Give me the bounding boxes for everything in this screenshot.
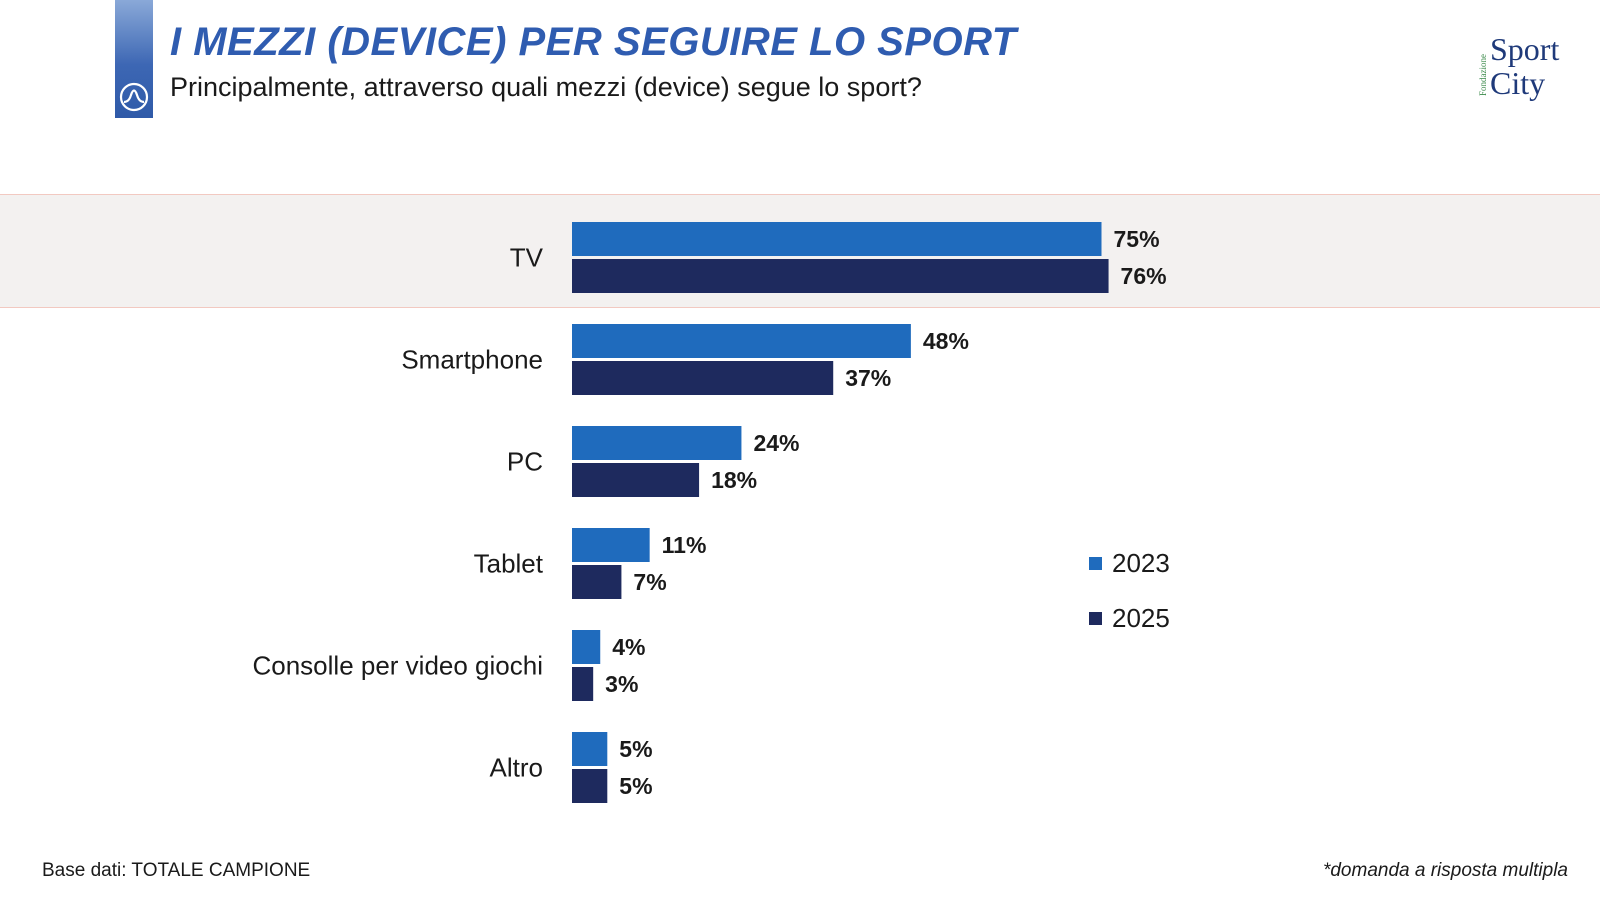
category-label-altro: Altro — [490, 753, 543, 783]
data-label-consolle-per-video-giochi-2025: 3% — [605, 671, 638, 697]
data-label-pc-2025: 18% — [711, 467, 757, 493]
data-label-smartphone-2023: 48% — [923, 328, 969, 354]
bar-tv-2023 — [572, 222, 1102, 256]
category-label-pc: PC — [507, 447, 543, 477]
category-label-consolle-per-video-giochi: Consolle per video giochi — [252, 651, 543, 681]
bar-smartphone-2023 — [572, 324, 911, 358]
page-title: I MEZZI (DEVICE) PER SEGUIRE LO SPORT — [170, 20, 1017, 64]
data-label-altro-2023: 5% — [619, 736, 652, 762]
bar-pc-2023 — [572, 426, 742, 460]
data-label-pc-2023: 24% — [753, 430, 799, 456]
bar-smartphone-2025 — [572, 361, 834, 395]
wave-arch-icon — [118, 80, 150, 114]
brand-name-line1: Sport — [1490, 31, 1560, 67]
bar-tv-2025 — [572, 259, 1109, 293]
footer-base: Base dati: TOTALE CAMPIONE — [42, 860, 311, 881]
page-subtitle: Principalmente, attraverso quali mezzi (… — [170, 72, 922, 102]
legend-item-2023: 2023 — [1089, 548, 1170, 579]
bar-pc-2025 — [572, 463, 700, 497]
category-label-smartphone: Smartphone — [401, 345, 543, 375]
data-label-tablet-2025: 7% — [633, 569, 666, 595]
data-label-tv-2023: 75% — [1114, 226, 1160, 252]
legend-label-2025: 2025 — [1112, 603, 1170, 633]
legend-swatch-2025 — [1089, 612, 1102, 625]
data-label-smartphone-2025: 37% — [845, 365, 891, 391]
data-label-altro-2025: 5% — [619, 773, 652, 799]
data-label-tablet-2023: 11% — [662, 532, 707, 558]
bar-altro-2023 — [572, 732, 608, 766]
legend-swatch-2023 — [1089, 557, 1102, 570]
legend-item-2025: 2025 — [1089, 603, 1170, 634]
bar-tablet-2023 — [572, 528, 650, 562]
bar-consolle-per-video-giochi-2023 — [572, 630, 601, 664]
legend-label-2023: 2023 — [1112, 548, 1170, 578]
brand-name-line2: City — [1490, 65, 1546, 101]
brand-logo: Fondazione Sport City — [1478, 32, 1574, 102]
bar-tablet-2025 — [572, 565, 622, 599]
data-label-tv-2025: 76% — [1121, 263, 1167, 289]
data-label-consolle-per-video-giochi-2023: 4% — [612, 634, 645, 660]
bar-altro-2025 — [572, 769, 608, 803]
bar-consolle-per-video-giochi-2025 — [572, 667, 594, 701]
footer-note: *domanda a risposta multipla — [1322, 860, 1568, 881]
category-label-tv: TV — [510, 243, 544, 273]
category-label-tablet: Tablet — [474, 549, 544, 579]
